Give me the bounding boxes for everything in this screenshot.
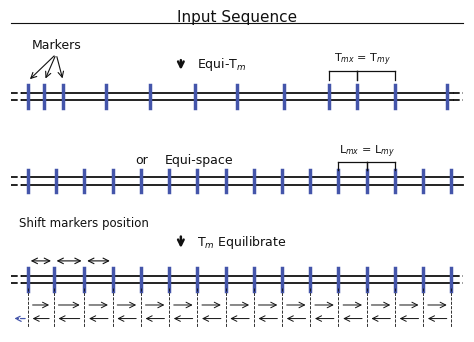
Text: or: or [135, 154, 148, 167]
Text: Shift markers position: Shift markers position [19, 218, 149, 231]
Text: T$_m$ Equilibrate: T$_m$ Equilibrate [197, 234, 287, 251]
Text: L$_{mx}$ = L$_{my}$: L$_{mx}$ = L$_{my}$ [339, 143, 395, 160]
Text: Input Sequence: Input Sequence [177, 10, 297, 25]
Text: Equi-T$_m$: Equi-T$_m$ [197, 56, 247, 73]
Text: Equi-space: Equi-space [164, 154, 233, 167]
Text: T$_{mx}$ = T$_{my}$: T$_{mx}$ = T$_{my}$ [334, 52, 391, 68]
Text: Markers: Markers [31, 39, 81, 52]
